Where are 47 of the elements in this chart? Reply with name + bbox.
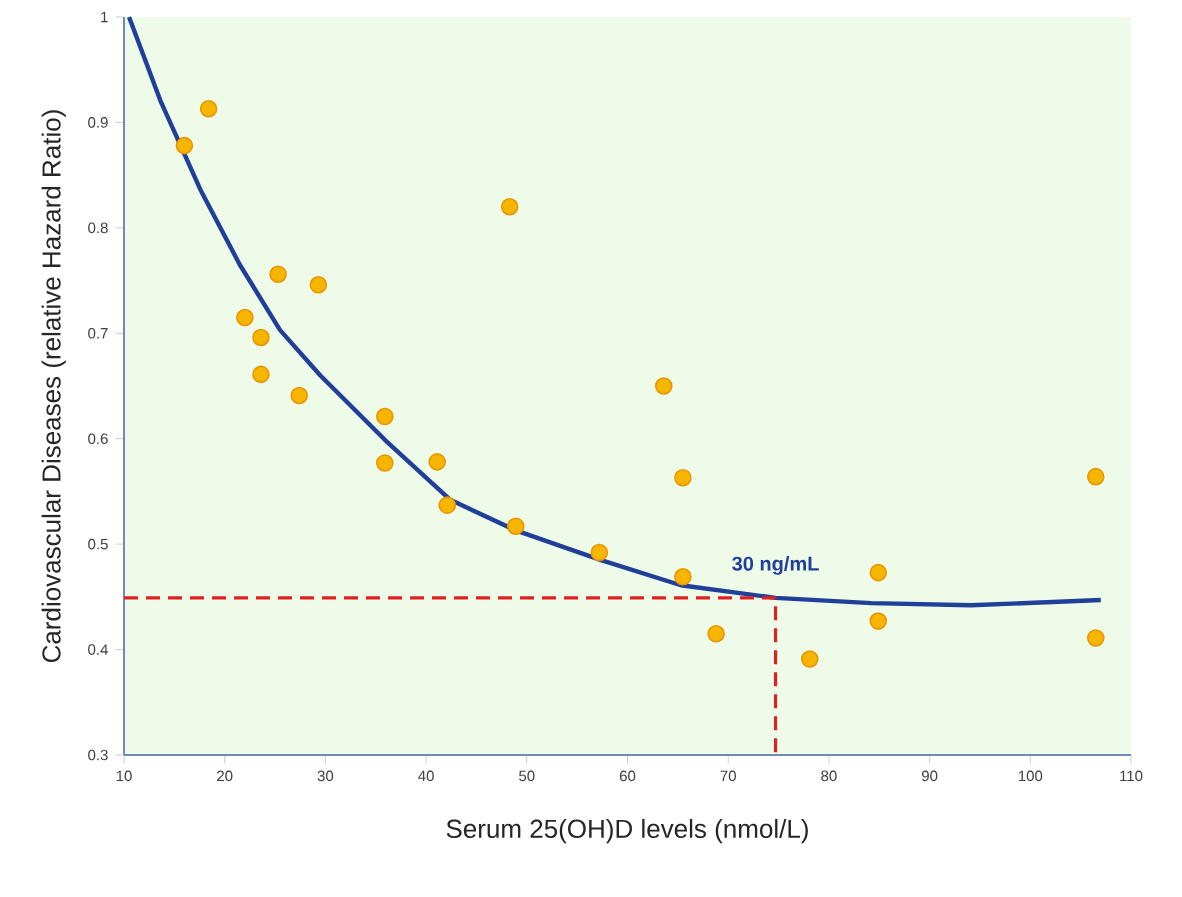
x-tick-label: 10 (116, 770, 132, 782)
point (252, 328, 270, 347)
point (290, 386, 309, 405)
y-axis-title: Cardiovascular Diseases (relative Hazard Ratio) (41, 110, 66, 663)
point (236, 308, 254, 327)
x-axis-title: Serum 25(OH)D levels (nmol/L) (446, 818, 808, 844)
line-series (126, 14, 1103, 608)
point (199, 99, 218, 118)
point (500, 197, 519, 216)
y-tick-label: 0.6 (88, 433, 108, 445)
point (506, 517, 525, 536)
point (376, 454, 394, 472)
y-tick-label: 1 (101, 11, 108, 23)
x-tick-label: 20 (217, 770, 233, 782)
y-tick-label: 0.3 (88, 749, 108, 761)
point (869, 563, 888, 582)
y-tick-label: 0.7 (88, 327, 108, 339)
point (175, 136, 194, 155)
point (674, 568, 692, 586)
y-tick-label: 0.5 (88, 538, 108, 550)
x-tick-label: 70 (720, 770, 736, 782)
x-tick-label: 90 (921, 770, 938, 782)
point (707, 624, 725, 643)
x-tick-label: 110 (1120, 770, 1143, 782)
point (800, 650, 819, 668)
point (438, 496, 457, 514)
point (674, 468, 692, 487)
point (428, 453, 446, 471)
annotation: 30 ng/mL (732, 556, 819, 575)
point (590, 543, 609, 562)
point (309, 275, 328, 294)
point (869, 612, 888, 630)
x-tick-label: 60 (619, 770, 636, 782)
y-tick-label: 0.9 (88, 117, 108, 128)
point (376, 407, 394, 426)
y-tick-label: 0.4 (88, 644, 108, 655)
point (1086, 629, 1105, 647)
x-tick-label: 50 (519, 770, 535, 782)
x-tick-label: 40 (418, 770, 434, 782)
x-tick-label: 30 (317, 770, 334, 782)
x-tick-label: 100 (1018, 770, 1043, 782)
point (269, 265, 287, 284)
y-tick-label: 0.8 (88, 222, 108, 234)
x-tick-label: 80 (821, 770, 837, 782)
point (252, 365, 270, 384)
point (1086, 467, 1105, 486)
point (654, 377, 673, 395)
